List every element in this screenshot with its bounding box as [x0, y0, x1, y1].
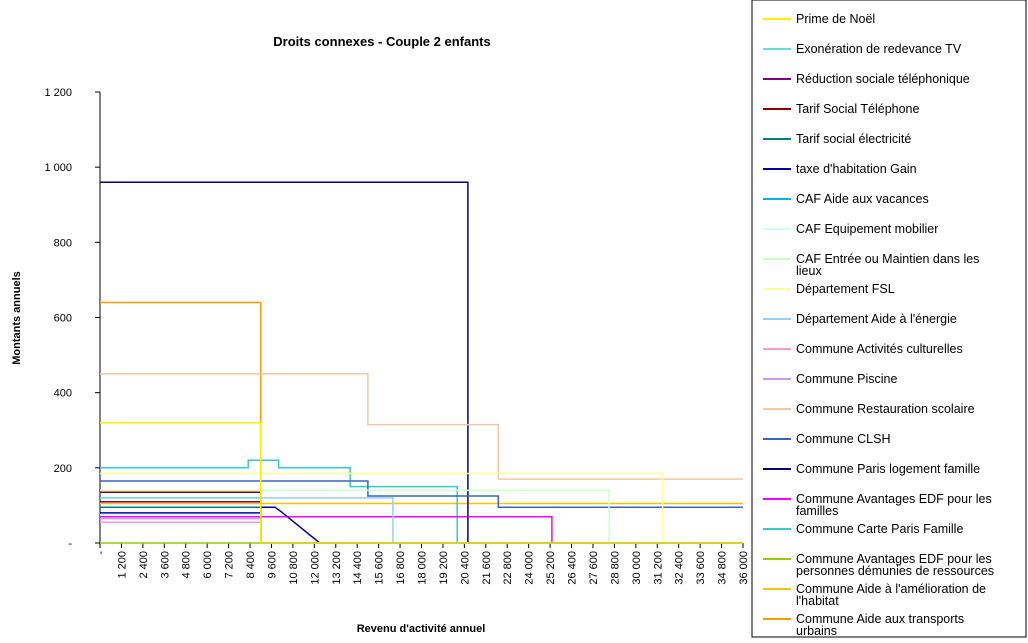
x-tick-label: 16 800: [395, 551, 407, 585]
x-tick-label: -: [95, 551, 107, 555]
x-tick-label: 7 200: [224, 551, 236, 579]
x-tick-label: 15 600: [374, 551, 386, 585]
x-tick-label: 31 200: [652, 551, 664, 585]
series-line: [100, 521, 743, 544]
legend-label: Département FSL: [796, 282, 895, 296]
legend-label: Tarif Social Téléphone: [796, 102, 920, 116]
legend-label: CAF Aide aux vacances: [796, 192, 929, 206]
legend-label: taxe d'habitation Gain: [796, 162, 917, 176]
x-tick-label: 3 600: [159, 551, 171, 579]
x-tick-label: 18 000: [417, 551, 429, 585]
x-tick-label: 8 400: [245, 551, 257, 579]
x-tick-label: 30 000: [631, 551, 643, 585]
x-axis-label: Revenu d'activité annuel: [357, 623, 486, 635]
x-tick-label: 1 200: [116, 551, 128, 579]
x-tick-label: 32 400: [674, 551, 686, 585]
x-tick-label: 13 200: [331, 551, 343, 585]
x-tick-label: 22 800: [502, 551, 514, 585]
x-tick-label: 33 600: [695, 551, 707, 585]
legend-label: Commune Paris logement famille: [796, 462, 980, 476]
legend-label: CAF Equipement mobilier: [796, 222, 938, 236]
x-tick-label: 6 000: [202, 551, 214, 579]
x-tick-label: 34 800: [717, 551, 729, 585]
legend-label: Prime de Noël: [796, 12, 875, 26]
legend: Prime de Noël Exonération de redevance TV…: [763, 12, 994, 638]
legend-label: Tarif social électricité: [796, 132, 911, 146]
x-tick-label: 28 800: [609, 551, 621, 585]
x-tick-label: 2 400: [138, 551, 150, 579]
x-tick-label: 14 400: [352, 551, 364, 585]
series-line: [100, 515, 743, 544]
y-axis-label: Montants annuels: [11, 271, 23, 365]
chart-title: Droits connexes - Couple 2 enfants: [273, 34, 490, 49]
series-line: [100, 472, 743, 544]
legend-label: Commune Aide à l'amélioration de l'habita…: [796, 582, 986, 608]
legend-label: CAF Entrée ou Maintien dans les lieux: [796, 252, 979, 278]
x-tick-label: 26 400: [567, 551, 579, 585]
legend-label: Commune Avantages EDF pour les personnes …: [796, 552, 994, 578]
x-tick-label: 9 600: [266, 551, 278, 579]
series-line: [100, 491, 743, 544]
y-tick-label: -: [68, 538, 72, 550]
y-tick-label: 200: [54, 463, 72, 475]
y-tick-label: 1 200: [44, 87, 72, 99]
series-line: [100, 373, 743, 480]
x-tick-label: 10 800: [288, 551, 300, 585]
y-tick-label: 400: [54, 388, 72, 400]
legend-label: Commune Piscine: [796, 372, 897, 386]
plot-area: - 200 400 600 800 1 000 1 200 - 1 200 2 400 3 600 4…: [44, 87, 750, 585]
x-tick-label: 4 800: [181, 551, 193, 579]
series-line: [100, 480, 743, 509]
series-line: [100, 181, 743, 544]
legend-label: Commune Carte Paris Famille: [796, 522, 963, 536]
legend-label: Commune Activités culturelles: [796, 342, 963, 356]
series-line: [100, 506, 743, 544]
x-tick-label: 21 600: [481, 551, 493, 585]
x-tick-label: 19 200: [438, 551, 450, 585]
series-line: [100, 421, 743, 544]
legend-label: Commune Aide aux transports urbains: [796, 612, 964, 638]
legend-label: Commune CLSH: [796, 432, 890, 446]
series-line: [100, 497, 743, 544]
x-tick-label: 36 000: [738, 551, 750, 585]
legend-label: Commune Restauration scolaire: [796, 402, 975, 416]
legend-label: Réduction sociale téléphonique: [796, 72, 970, 86]
x-tick-label: 24 000: [524, 551, 536, 585]
x-tick-label: 20 400: [459, 551, 471, 585]
y-tick-label: 1 000: [44, 162, 72, 174]
series-line: [100, 497, 743, 544]
series-line: [100, 459, 743, 544]
y-tick-label: 600: [54, 313, 72, 325]
x-tick-label: 27 600: [588, 551, 600, 585]
y-tick-label: 800: [54, 237, 72, 249]
legend-label: Département Aide à l'énergie: [796, 312, 957, 326]
x-tick-label: 25 200: [545, 551, 557, 585]
legend-label: Commune Avantages EDF pour les familles: [796, 492, 992, 518]
legend-box: [751, 0, 1027, 638]
legend-label: Exonération de redevance TV: [796, 42, 962, 56]
x-tick-label: 12 000: [309, 551, 321, 585]
